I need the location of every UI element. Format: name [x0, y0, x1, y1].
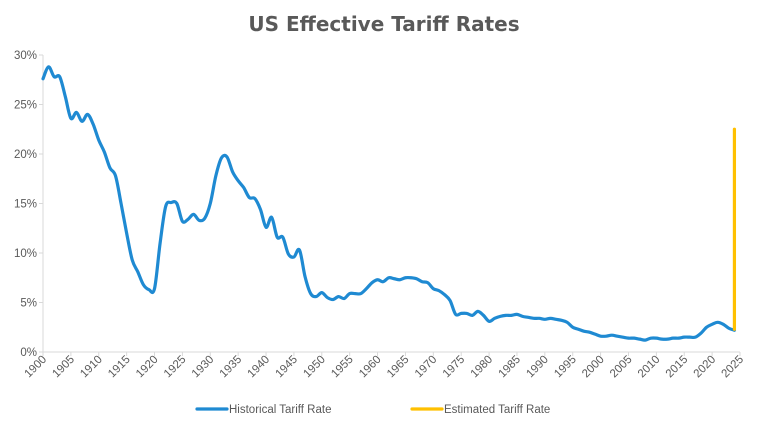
y-tick-label: 20% [14, 149, 37, 161]
historical-tariff-line [41, 65, 737, 342]
x-tick-label: 1965 [385, 354, 412, 381]
x-tick-label: 1925 [162, 354, 189, 381]
x-tick-label: 1970 [413, 354, 440, 381]
x-tick-label: 1930 [190, 354, 217, 381]
x-tick-label: 2015 [664, 354, 691, 381]
legend: Historical Tariff Rate Estimated Tariff R… [195, 404, 550, 416]
x-tick-label: 1975 [441, 354, 468, 381]
legend-item-estimated-label: Estimated Tariff Rate [444, 404, 550, 416]
y-tick-label: 25% [14, 100, 37, 112]
legend-item-historical-label: Historical Tariff Rate [229, 404, 331, 416]
x-tick-label: 1960 [357, 354, 384, 381]
x-tick-label: 1950 [301, 354, 328, 381]
y-tick-label: 10% [14, 248, 37, 260]
x-tick-label: 1905 [50, 354, 77, 381]
x-tick-label: 1955 [329, 354, 356, 381]
y-tick-label: 15% [14, 199, 37, 211]
x-tick-label: 1945 [273, 354, 300, 381]
x-tick-label: 1940 [246, 354, 273, 381]
y-axis-ticks: 0% 5% 10% 15% 20% 25% 30% [14, 50, 43, 359]
x-tick-label: 1990 [524, 354, 551, 381]
x-tick-label: 2020 [692, 354, 719, 381]
y-tick-label: 0% [20, 347, 37, 359]
x-tick-label: 1995 [552, 354, 579, 381]
x-axis-ticks: 1900 1905 1910 1915 1920 1925 1930 1935 1940 1945… [23, 352, 747, 381]
y-tick-label: 30% [14, 50, 37, 62]
x-tick-label: 1910 [78, 354, 105, 381]
x-tick-label: 1980 [469, 354, 496, 381]
x-tick-label: 2025 [720, 354, 747, 381]
x-tick-label: 2000 [580, 354, 607, 381]
x-tick-label: 2005 [608, 354, 635, 381]
series-group [41, 65, 737, 342]
x-tick-label: 1935 [218, 354, 245, 381]
axes [42, 55, 740, 353]
y-tick-label: 5% [20, 298, 37, 310]
x-tick-label: 2010 [636, 354, 663, 381]
x-tick-label: 1920 [134, 354, 161, 381]
chart-title: US Effective Tariff Rates [248, 12, 520, 36]
x-tick-label: 1915 [106, 354, 133, 381]
x-tick-label: 1985 [496, 354, 523, 381]
